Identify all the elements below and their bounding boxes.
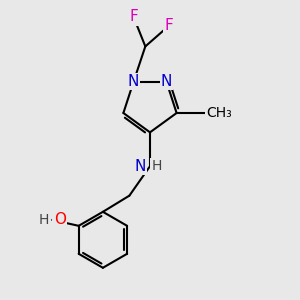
Text: N: N bbox=[128, 74, 139, 89]
Text: N: N bbox=[161, 74, 172, 89]
Text: H: H bbox=[152, 159, 162, 173]
Text: CH₃: CH₃ bbox=[206, 106, 232, 120]
Text: N: N bbox=[134, 159, 146, 174]
Text: F: F bbox=[129, 10, 138, 25]
Text: H: H bbox=[39, 213, 49, 227]
Text: F: F bbox=[164, 18, 173, 33]
Text: O: O bbox=[54, 212, 66, 227]
